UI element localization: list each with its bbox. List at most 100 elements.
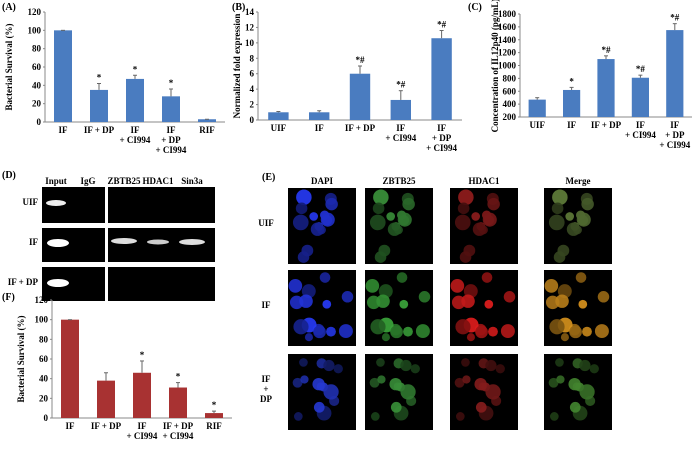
y-tick-label: 800 [503,73,517,83]
x-tick-label: IF + DP [591,120,622,130]
cell [589,364,599,374]
cell [552,189,568,205]
cell [376,358,385,367]
bar [162,96,180,122]
text-line: IF [138,421,148,431]
cell [579,384,595,400]
x-tick-label: IF + DP + CI994 [163,421,194,441]
cell [565,212,575,221]
value-label: * [169,78,174,88]
cell [597,291,610,303]
y-tick-label: 60 [39,354,49,364]
cell [313,401,325,413]
text-line: + CI994 [625,130,656,140]
cell [548,377,559,388]
value-label: * [212,400,217,410]
cell [475,401,487,413]
x-tick-label: IF + CI994 [120,125,151,145]
x-tick-label: IF [59,125,69,135]
y-tick-label: 12 [245,22,255,32]
y-tick-label: 60 [32,62,42,72]
cell [338,324,353,339]
gel-box [108,267,215,301]
value-label: *# [356,55,366,65]
gel-band [147,239,169,245]
cell [300,375,309,384]
value-label: *# [670,13,680,23]
cell [399,299,409,309]
column-label: Sin3a [181,176,203,186]
cell [544,279,559,293]
x-tick-label: IF + DP [345,123,376,133]
cell [457,202,470,215]
value-label: *# [602,45,612,55]
panel-label: (A) [2,2,16,13]
cell [551,202,564,215]
value-label: *# [437,20,447,30]
cell [319,272,331,283]
value-label: * [176,372,181,382]
y-tick-label: 400 [503,99,517,109]
cell [462,375,471,384]
cell [365,279,380,293]
panel-label: (C) [468,2,482,13]
cell [594,324,609,339]
row-label: IF + DP [8,277,39,287]
x-tick-label: IF [315,123,325,133]
row-label: UIF [258,218,274,228]
cell [455,412,465,421]
cell [341,291,354,303]
value-label: * [569,76,574,86]
cell [326,326,336,337]
cell [576,212,591,227]
text-line: + DP [665,130,685,140]
x-tick-label: RIF [206,421,222,431]
x-tick-label: IF + DP [84,125,115,135]
x-tick-label: IF [567,120,577,130]
cell [333,364,343,374]
cell [370,412,380,421]
bar [563,89,581,117]
cell [309,212,319,221]
value-label: *# [396,80,406,90]
x-tick-label: IF + DP + CI994 [426,123,457,153]
cell [390,401,402,413]
text-line: + DP [432,133,452,143]
x-tick-label: IF + DP + CI994 [156,125,187,155]
cell [461,358,470,367]
cell [566,222,581,236]
x-tick-label: IF + DP + CI994 [659,120,690,150]
row-label: UIF [23,197,39,207]
column-label: HDAC1 [143,176,174,186]
bar [61,319,79,418]
cell [410,364,420,374]
x-tick-label: IF [66,421,76,431]
y-tick-label: 1200 [498,48,517,58]
cell [310,222,325,236]
value-label: *# [636,64,646,74]
cell [548,214,565,231]
gel-band [46,200,66,206]
cell [372,202,385,215]
text-line: DP [260,394,272,404]
bar [666,30,684,117]
y-tick-label: 1600 [498,22,517,32]
bar [198,119,216,122]
bar [309,112,330,120]
cell [575,272,587,283]
bar [431,38,452,120]
cell [369,377,380,388]
cell [376,294,390,308]
cell [322,299,332,309]
text-line: + CI994 [163,431,194,441]
text-line: + CI994 [659,140,690,150]
cell [488,326,498,337]
cell [387,222,402,236]
cell [370,319,386,335]
cell [293,319,309,335]
cell [288,279,303,293]
cell [369,214,386,231]
y-tick-label: 200 [503,112,517,122]
value-label: * [97,73,102,83]
bar [205,413,223,418]
